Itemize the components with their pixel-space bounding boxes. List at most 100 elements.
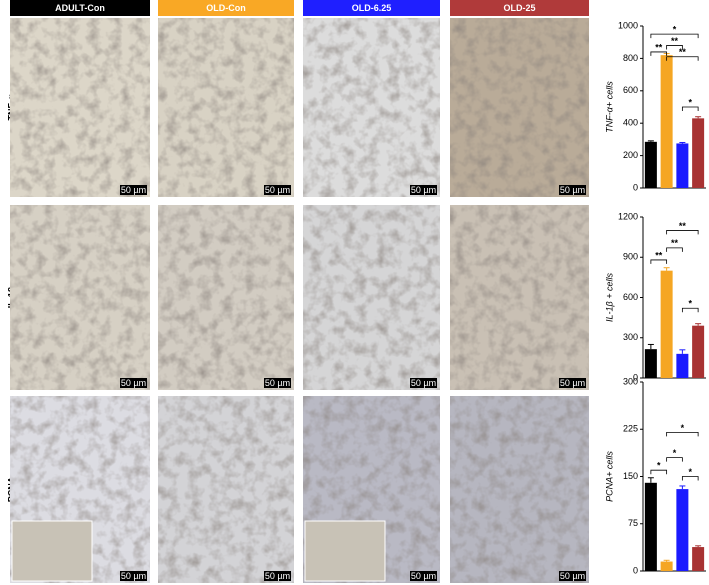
inset bbox=[11, 520, 93, 582]
micrograph-texture bbox=[303, 205, 440, 390]
bar bbox=[692, 547, 705, 571]
bar bbox=[676, 353, 689, 378]
column-header: OLD-6.25 bbox=[352, 3, 392, 13]
micrograph-texture bbox=[10, 205, 150, 390]
significance-bracket bbox=[666, 45, 683, 50]
micrograph-texture bbox=[158, 396, 294, 583]
y-tick-label: 600 bbox=[623, 85, 638, 95]
column-header-bg bbox=[450, 0, 589, 16]
scale-bar-label: 50 µm bbox=[265, 571, 290, 581]
scale-bar-bg bbox=[559, 378, 586, 388]
significance-bracket bbox=[666, 230, 699, 235]
scale-bar-bg bbox=[264, 378, 291, 388]
scale-bar-bg bbox=[120, 571, 147, 581]
significance-label: * bbox=[681, 423, 685, 433]
bar bbox=[676, 489, 689, 571]
bar bbox=[644, 482, 657, 571]
scale-bar-label: 50 µm bbox=[411, 571, 436, 581]
micrograph-texture bbox=[450, 205, 589, 390]
bar bbox=[676, 143, 689, 188]
y-tick-label: 400 bbox=[623, 118, 638, 128]
y-tick-label: 300 bbox=[623, 376, 638, 386]
significance-bracket bbox=[681, 307, 699, 313]
significance-label: * bbox=[688, 97, 692, 107]
scale-bar-bg bbox=[410, 185, 437, 195]
micrograph-texture bbox=[303, 18, 440, 197]
significance-label: ** bbox=[679, 221, 687, 231]
scale-bar-label: 50 µm bbox=[121, 378, 146, 388]
bar bbox=[692, 118, 705, 188]
scale-bar-label: 50 µm bbox=[560, 378, 585, 388]
significance-bracket bbox=[650, 469, 668, 475]
micrograph-texture bbox=[450, 396, 589, 583]
column-header: OLD-25 bbox=[503, 3, 535, 13]
scale-bar-label: 50 µm bbox=[121, 185, 146, 195]
scale-bar-bg bbox=[559, 185, 586, 195]
significance-label: ** bbox=[671, 238, 679, 248]
inset bbox=[304, 520, 386, 582]
scale-bar-bg bbox=[120, 185, 147, 195]
micrograph-texture bbox=[158, 205, 294, 390]
scale-bar-bg bbox=[120, 378, 147, 388]
significance-label: * bbox=[688, 299, 692, 309]
scale-bar-label: 50 µm bbox=[265, 378, 290, 388]
significance-bracket bbox=[681, 106, 699, 111]
significance-bracket bbox=[650, 33, 699, 39]
y-tick-label: 75 bbox=[628, 518, 638, 528]
significance-label: * bbox=[673, 24, 677, 34]
significance-bracket bbox=[666, 247, 683, 252]
scale-bar-bg bbox=[264, 571, 291, 581]
significance-bracket bbox=[666, 432, 699, 437]
significance-label: * bbox=[688, 467, 692, 477]
scale-bar-label: 50 µm bbox=[411, 185, 436, 195]
micrograph-texture bbox=[158, 18, 294, 197]
bar bbox=[692, 325, 705, 378]
significance-bracket bbox=[666, 56, 699, 61]
y-axis-label: PCNA+ cells bbox=[604, 451, 614, 502]
y-tick-label: 0 bbox=[633, 182, 638, 192]
scale-bar-bg bbox=[410, 571, 437, 581]
y-tick-label: 600 bbox=[623, 292, 638, 302]
significance-label: ** bbox=[679, 47, 687, 57]
y-tick-label: 200 bbox=[623, 150, 638, 160]
scale-bar-label: 50 µm bbox=[560, 185, 585, 195]
scale-bar-label: 50 µm bbox=[265, 185, 290, 195]
column-header: ADULT-Con bbox=[55, 3, 105, 13]
bar bbox=[644, 141, 657, 188]
scale-bar-bg bbox=[559, 571, 586, 581]
bar bbox=[660, 270, 673, 378]
significance-label: ** bbox=[655, 250, 663, 260]
significance-label: ** bbox=[671, 36, 679, 46]
significance-bracket bbox=[650, 51, 668, 56]
y-tick-label: 900 bbox=[623, 252, 638, 262]
bar bbox=[660, 561, 673, 571]
scale-bar-label: 50 µm bbox=[121, 571, 146, 581]
column-header-bg bbox=[158, 0, 294, 16]
micrograph-texture bbox=[10, 18, 150, 197]
y-tick-label: 0 bbox=[633, 372, 638, 382]
y-axis-label: TNF-α+ cells bbox=[604, 81, 614, 133]
column-header: OLD-Con bbox=[206, 3, 246, 13]
scale-bar-label: 50 µm bbox=[411, 378, 436, 388]
y-tick-label: 300 bbox=[623, 332, 638, 342]
y-tick-label: 1000 bbox=[618, 20, 638, 30]
y-tick-label: 800 bbox=[623, 53, 638, 63]
bar bbox=[644, 349, 657, 378]
scale-bar-bg bbox=[264, 185, 291, 195]
y-axis-label: IL-1β + cells bbox=[604, 273, 614, 322]
y-tick-label: 1200 bbox=[618, 211, 638, 221]
micrograph-texture bbox=[450, 18, 589, 197]
y-tick-label: 225 bbox=[623, 424, 638, 434]
y-tick-label: 150 bbox=[623, 471, 638, 481]
column-header-bg bbox=[10, 0, 150, 16]
significance-label: * bbox=[657, 461, 661, 471]
y-tick-label: 0 bbox=[633, 565, 638, 575]
significance-bracket bbox=[650, 259, 668, 264]
scale-bar-bg bbox=[410, 378, 437, 388]
column-header-bg bbox=[303, 0, 440, 16]
significance-bracket bbox=[681, 476, 699, 481]
bar bbox=[660, 55, 673, 188]
significance-label: * bbox=[673, 448, 677, 458]
scale-bar-label: 50 µm bbox=[560, 571, 585, 581]
